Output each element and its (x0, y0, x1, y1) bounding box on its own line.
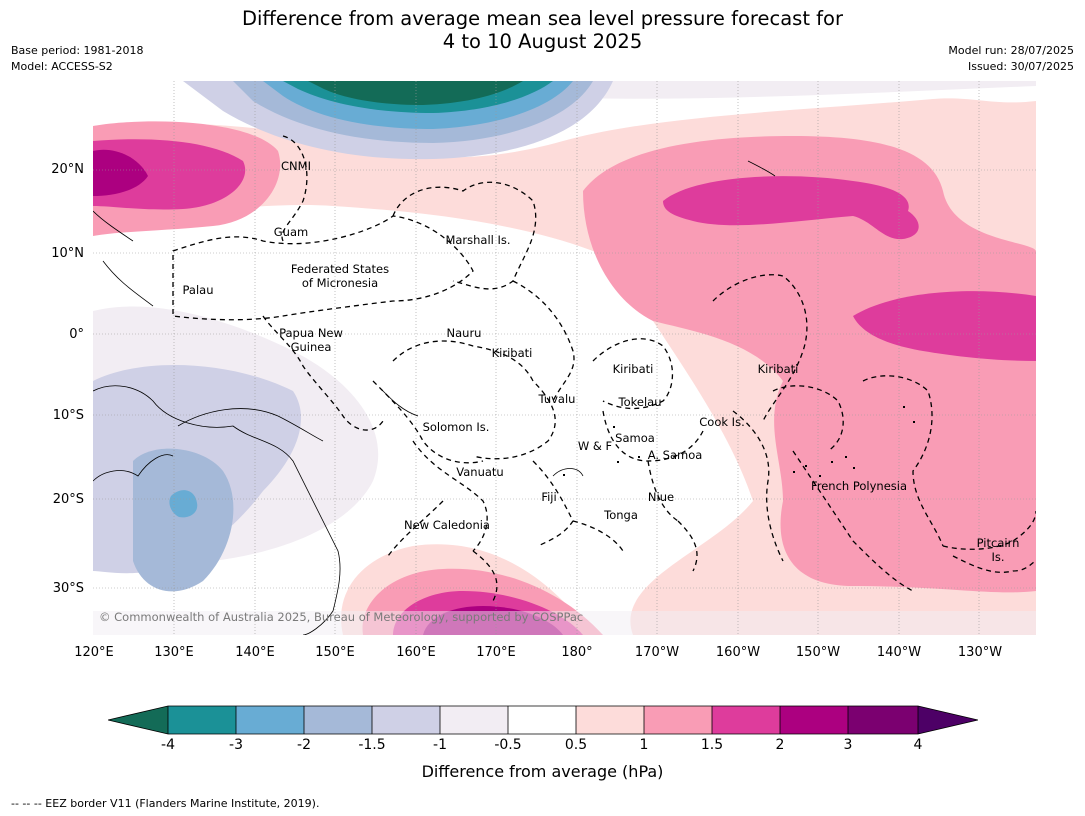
meta-left: Base period: 1981-2018 Model: ACCESS-S2 (11, 43, 143, 75)
colorbar-tick: -3 (229, 737, 243, 753)
colorbar-bin-11 (848, 706, 918, 734)
label-french-polynesia: French Polynesia (810, 479, 908, 493)
colorbar-bin-9 (712, 706, 780, 734)
label-tuvalu: Tuvalu (538, 392, 576, 406)
lon-tick-170e: 170°E (476, 645, 516, 660)
label-kiribati-east: Kiribati (757, 362, 799, 376)
label-niue: Niue (647, 490, 675, 504)
anomaly-band-1-1.5-east (583, 136, 1036, 593)
lat-tick-20n: 20°N (51, 162, 84, 177)
colorbar-tick: 1 (639, 737, 649, 753)
colorbar-bin-1 (168, 706, 236, 734)
colorbar-bin-3 (304, 706, 372, 734)
anomaly-band-1.5-2-north (93, 139, 246, 210)
lon-tick-170w: 170°W (634, 645, 680, 660)
colorbar-bin-2 (236, 706, 304, 734)
colorbar-tick: 2 (775, 737, 785, 753)
label-tonga: Tonga (604, 508, 638, 522)
colorbar-tick: -1 (433, 737, 447, 753)
label-guam: Guam (273, 225, 309, 239)
model-name: Model: ACCESS-S2 (11, 60, 113, 73)
label-palau: Palau (182, 283, 214, 297)
label-cook-islands: Cook Is. (699, 415, 745, 429)
anomaly-band-negative-west-3 (133, 448, 234, 592)
colorbar-bin-4 (372, 706, 440, 734)
anomaly-band-1.5-2-hawaii (663, 176, 919, 240)
colorbar-tick: -2 (297, 737, 311, 753)
colorbar-bin-5 (440, 706, 508, 734)
chart-title: Difference from average mean sea level p… (0, 7, 1085, 53)
colorbar-extend-low (108, 706, 168, 734)
title-line-2: 4 to 10 August 2025 (442, 30, 643, 53)
colorbar (108, 705, 978, 735)
anomaly-band-2-3-north (93, 149, 148, 196)
colorbar-label: Difference from average (hPa) (421, 762, 664, 781)
label-samoa: Samoa (615, 431, 655, 445)
lat-tick-30s: 30°S (52, 581, 84, 596)
label-papua-new-guinea: Papua New Guinea (279, 326, 343, 354)
lon-tick-160e: 160°E (396, 645, 436, 660)
lat-tick-10n: 10°N (51, 246, 84, 261)
lon-tick-180: 180° (561, 645, 593, 660)
label-cnmi: CNMI (281, 159, 311, 173)
title-line-1: Difference from average mean sea level p… (242, 7, 843, 30)
anomaly-band-1.5-2-east (853, 291, 1036, 361)
label-wallis-futuna: W & F (577, 439, 613, 453)
label-nauru: Nauru (446, 326, 482, 340)
label-fiji: Fiji (541, 490, 557, 504)
colorbar-bin-8 (644, 706, 712, 734)
lon-tick-140e: 140°E (235, 645, 275, 660)
copyright-notice: © Commonwealth of Australia 2025, Bureau… (99, 610, 584, 624)
lon-tick-150w: 150°W (795, 645, 841, 660)
label-kiribati-west: Kiribati (491, 346, 533, 360)
label-vanuatu: Vanuatu (456, 465, 504, 479)
map-canvas (93, 81, 1036, 635)
label-american-samoa: A. Samoa (647, 448, 703, 462)
colorbar-bin-7 (576, 706, 644, 734)
colorbar-tick: -4 (161, 737, 175, 753)
meta-right: Model run: 28/07/2025 Issued: 30/07/2025 (948, 43, 1074, 75)
lon-tick-130w: 130°W (957, 645, 1003, 660)
lat-tick-20s: 20°S (52, 492, 84, 507)
lat-tick-10s: 10°S (52, 408, 84, 423)
lon-tick-140w: 140°W (876, 645, 922, 660)
colorbar-bin-10 (780, 706, 848, 734)
label-pitcairn: Pitcairn Is. (976, 536, 1020, 564)
island-marks (563, 406, 915, 477)
lat-tick-0: 0° (69, 327, 84, 342)
colorbar-tick: -0.5 (494, 737, 522, 753)
colorbar-tick: 4 (913, 737, 923, 753)
footnote-eez: -- -- -- EEZ border V11 (Flanders Marine… (11, 797, 320, 810)
eez-borders (172, 135, 1036, 602)
graticule (93, 81, 1036, 635)
lon-tick-130e: 130°E (154, 645, 194, 660)
colorbar-tick: -1.5 (358, 737, 386, 753)
anomaly-band-negative-west-4 (169, 490, 198, 518)
label-solomon-islands: Solomon Is. (422, 420, 490, 434)
lon-tick-160w: 160°W (715, 645, 761, 660)
lon-tick-150e: 150°E (315, 645, 355, 660)
colorbar-tick: 1.5 (700, 737, 724, 753)
label-new-caledonia: New Caledonia (404, 518, 490, 532)
colorbar-tick: 0.5 (564, 737, 588, 753)
colorbar-tick: 3 (843, 737, 853, 753)
lon-tick-120e: 120°E (74, 645, 114, 660)
colorbar-dividers (167, 706, 919, 734)
label-kiribati-central: Kiribati (612, 362, 654, 376)
label-marshall-islands: Marshall Is. (445, 233, 511, 247)
issued-date: Issued: 30/07/2025 (967, 60, 1074, 73)
colorbar-extend-high (918, 706, 978, 734)
colorbar-bin-6 (508, 706, 576, 734)
pressure-anomaly-map (93, 81, 1036, 635)
anomaly-band-negative-north-6 (308, 81, 523, 105)
base-period: Base period: 1981-2018 (11, 44, 144, 57)
model-run: Model run: 28/07/2025 (948, 44, 1074, 57)
label-tokelau: Tokelau (618, 395, 662, 409)
coastlines (93, 160, 776, 635)
label-micronesia: Federated States of Micronesia (290, 262, 390, 290)
